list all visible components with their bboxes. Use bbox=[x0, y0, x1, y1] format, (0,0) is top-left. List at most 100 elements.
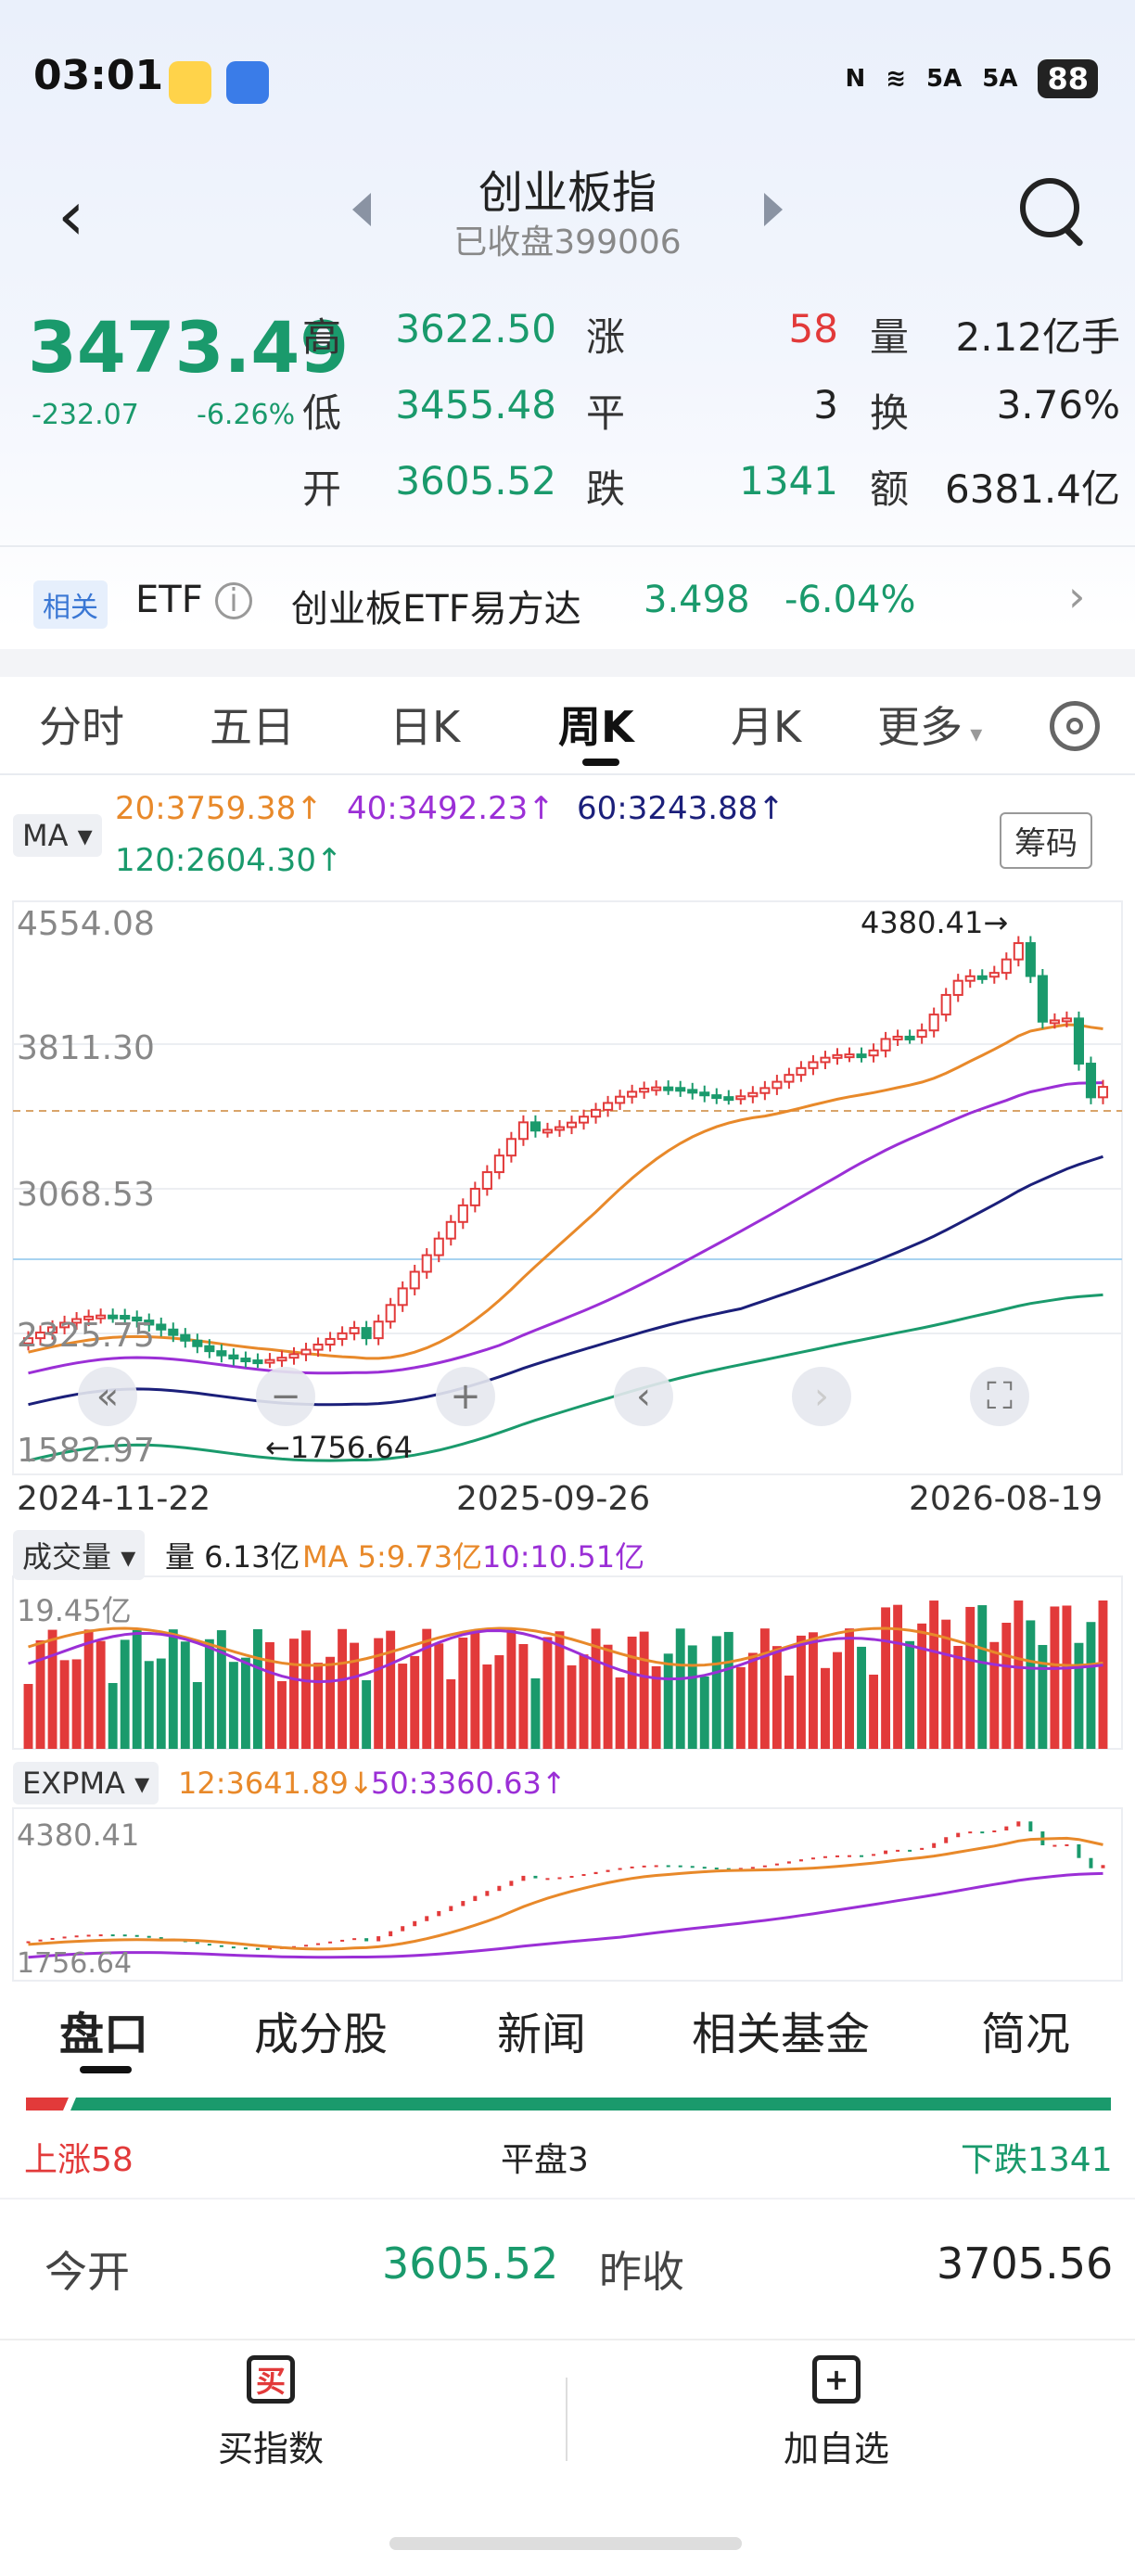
expma-bottom-tick: 1756.64 bbox=[17, 1947, 133, 1980]
search-icon[interactable] bbox=[1020, 178, 1079, 237]
tab-news[interactable]: 新闻 bbox=[497, 2009, 587, 2060]
turnover-label: 换 bbox=[870, 390, 910, 436]
scroll-right-icon[interactable]: › bbox=[792, 1367, 851, 1426]
upload-app-icon bbox=[226, 61, 269, 104]
expma-candle bbox=[316, 1943, 321, 1945]
volume-bar bbox=[506, 1628, 516, 1749]
volume-bar bbox=[796, 1635, 806, 1749]
y-tick-label: 4554.08 bbox=[17, 905, 155, 943]
signal-icon: 5A bbox=[926, 65, 963, 93]
low-marker: ←1756.64 bbox=[265, 1430, 414, 1465]
nav-header: ‹ 创业板指 已收盘399006 bbox=[0, 148, 1135, 269]
expma-candle bbox=[726, 1868, 731, 1870]
candle-body bbox=[252, 1359, 263, 1365]
decliners: 下跌1341 bbox=[961, 2141, 1113, 2179]
candle-body bbox=[747, 1091, 759, 1098]
scroll-left-icon[interactable]: ‹ bbox=[614, 1367, 673, 1426]
chip-distribution-button[interactable]: 筹码 bbox=[1000, 812, 1092, 869]
tab-daily-k[interactable]: 日K bbox=[389, 702, 461, 752]
candle-body bbox=[675, 1087, 686, 1092]
related-etf-row[interactable]: 相关 ETF i 创业板ETF易方达 3.498 -6.04% › bbox=[0, 547, 1135, 649]
zoom-in-icon[interactable]: + bbox=[436, 1367, 495, 1426]
expma-selector[interactable]: EXPMA ▾ bbox=[13, 1762, 159, 1804]
volume-ma10-line bbox=[28, 1628, 1103, 1684]
next-stock-icon[interactable] bbox=[764, 193, 783, 226]
candle-body bbox=[627, 1090, 638, 1098]
expma-candle bbox=[654, 1865, 658, 1868]
volume-bar bbox=[530, 1677, 541, 1749]
expma-candle bbox=[980, 1831, 985, 1834]
tab-more-label: 更多 bbox=[877, 702, 963, 752]
candle-body bbox=[216, 1350, 227, 1357]
candle-body bbox=[156, 1323, 167, 1331]
expma-candle bbox=[968, 1831, 973, 1834]
section-gap bbox=[0, 649, 1135, 677]
candle-body bbox=[373, 1320, 384, 1340]
tab-intraday[interactable]: 分时 bbox=[39, 702, 124, 752]
candle-body bbox=[168, 1328, 179, 1336]
candle-body bbox=[916, 1029, 927, 1039]
unchanged: 平盘3 bbox=[501, 2141, 589, 2179]
tab-five-day[interactable]: 五日 bbox=[210, 702, 295, 752]
candle-body bbox=[337, 1332, 348, 1340]
status-bar: 03:01 N ≋ 5A 5A 88 bbox=[0, 0, 1135, 158]
volume-ma10: 10:10.51亿 bbox=[482, 1539, 645, 1575]
volume-bar bbox=[651, 1665, 661, 1749]
tab-more[interactable]: 更多 ▾ bbox=[877, 694, 982, 755]
active-tab-indicator bbox=[80, 2066, 132, 2073]
back-icon[interactable]: ‹ bbox=[57, 176, 85, 256]
volume-bar bbox=[591, 1628, 601, 1749]
candle-body bbox=[228, 1354, 239, 1360]
volume-bar bbox=[809, 1632, 818, 1749]
candle-body bbox=[180, 1333, 191, 1342]
settings-icon[interactable] bbox=[1050, 701, 1100, 751]
expma-candle bbox=[364, 1938, 369, 1942]
volume-bar bbox=[120, 1639, 130, 1749]
expma12-line bbox=[28, 1836, 1103, 1951]
ma-selector[interactable]: MA ▾ bbox=[13, 814, 102, 857]
fullscreen-icon[interactable]: ⛶ bbox=[970, 1367, 1029, 1426]
expma-candle bbox=[195, 1942, 199, 1945]
volume-bar bbox=[663, 1653, 673, 1749]
candle-body bbox=[300, 1348, 312, 1356]
candle-body bbox=[1049, 1019, 1060, 1025]
prev-stock-icon[interactable] bbox=[352, 193, 371, 226]
divider bbox=[566, 2378, 568, 2461]
expma-candle bbox=[690, 1866, 695, 1868]
candle-body bbox=[1061, 1017, 1072, 1023]
candle-body bbox=[192, 1339, 203, 1347]
breadth-bar bbox=[26, 2098, 1111, 2111]
tab-order-book[interactable]: 盘口 bbox=[59, 2009, 149, 2060]
expma-candle bbox=[581, 1874, 586, 1877]
expma-candle bbox=[340, 1939, 345, 1942]
expma-candle bbox=[485, 1891, 490, 1896]
prev-close-value: 3705.56 bbox=[937, 2238, 1114, 2289]
expma-candle bbox=[593, 1871, 598, 1875]
scroll-left-fast-icon[interactable]: « bbox=[78, 1367, 137, 1426]
volume-selector[interactable]: 成交量 ▾ bbox=[13, 1530, 146, 1580]
ma20-line bbox=[28, 1023, 1103, 1360]
tab-weekly-k[interactable]: 周K bbox=[558, 702, 634, 752]
candle-body bbox=[421, 1254, 432, 1273]
tab-profile[interactable]: 简况 bbox=[981, 2009, 1071, 2060]
volume-label: 量 bbox=[870, 314, 910, 360]
volume-bar bbox=[83, 1629, 94, 1749]
candle-body bbox=[976, 975, 988, 980]
tab-constituents[interactable]: 成分股 bbox=[254, 2009, 389, 2060]
expma-candle bbox=[376, 1936, 381, 1942]
etf-label: ETF bbox=[135, 579, 203, 621]
tab-related-funds[interactable]: 相关基金 bbox=[692, 2009, 871, 2060]
volume-bar bbox=[144, 1661, 154, 1749]
zoom-out-icon[interactable]: − bbox=[256, 1367, 315, 1426]
expma-candle bbox=[992, 1830, 997, 1833]
add-watchlist-button[interactable]: + 加自选 bbox=[779, 2355, 894, 2471]
buy-index-button[interactable]: 买 买指数 bbox=[213, 2355, 328, 2471]
volume-bar bbox=[917, 1623, 927, 1749]
down-label: 跌 bbox=[586, 466, 626, 512]
volume-bar bbox=[362, 1679, 372, 1749]
candle-body bbox=[952, 979, 963, 996]
y-tick-label: 2325.75 bbox=[17, 1317, 155, 1355]
tab-monthly-k[interactable]: 月K bbox=[731, 702, 802, 752]
info-icon[interactable]: i bbox=[215, 582, 252, 619]
